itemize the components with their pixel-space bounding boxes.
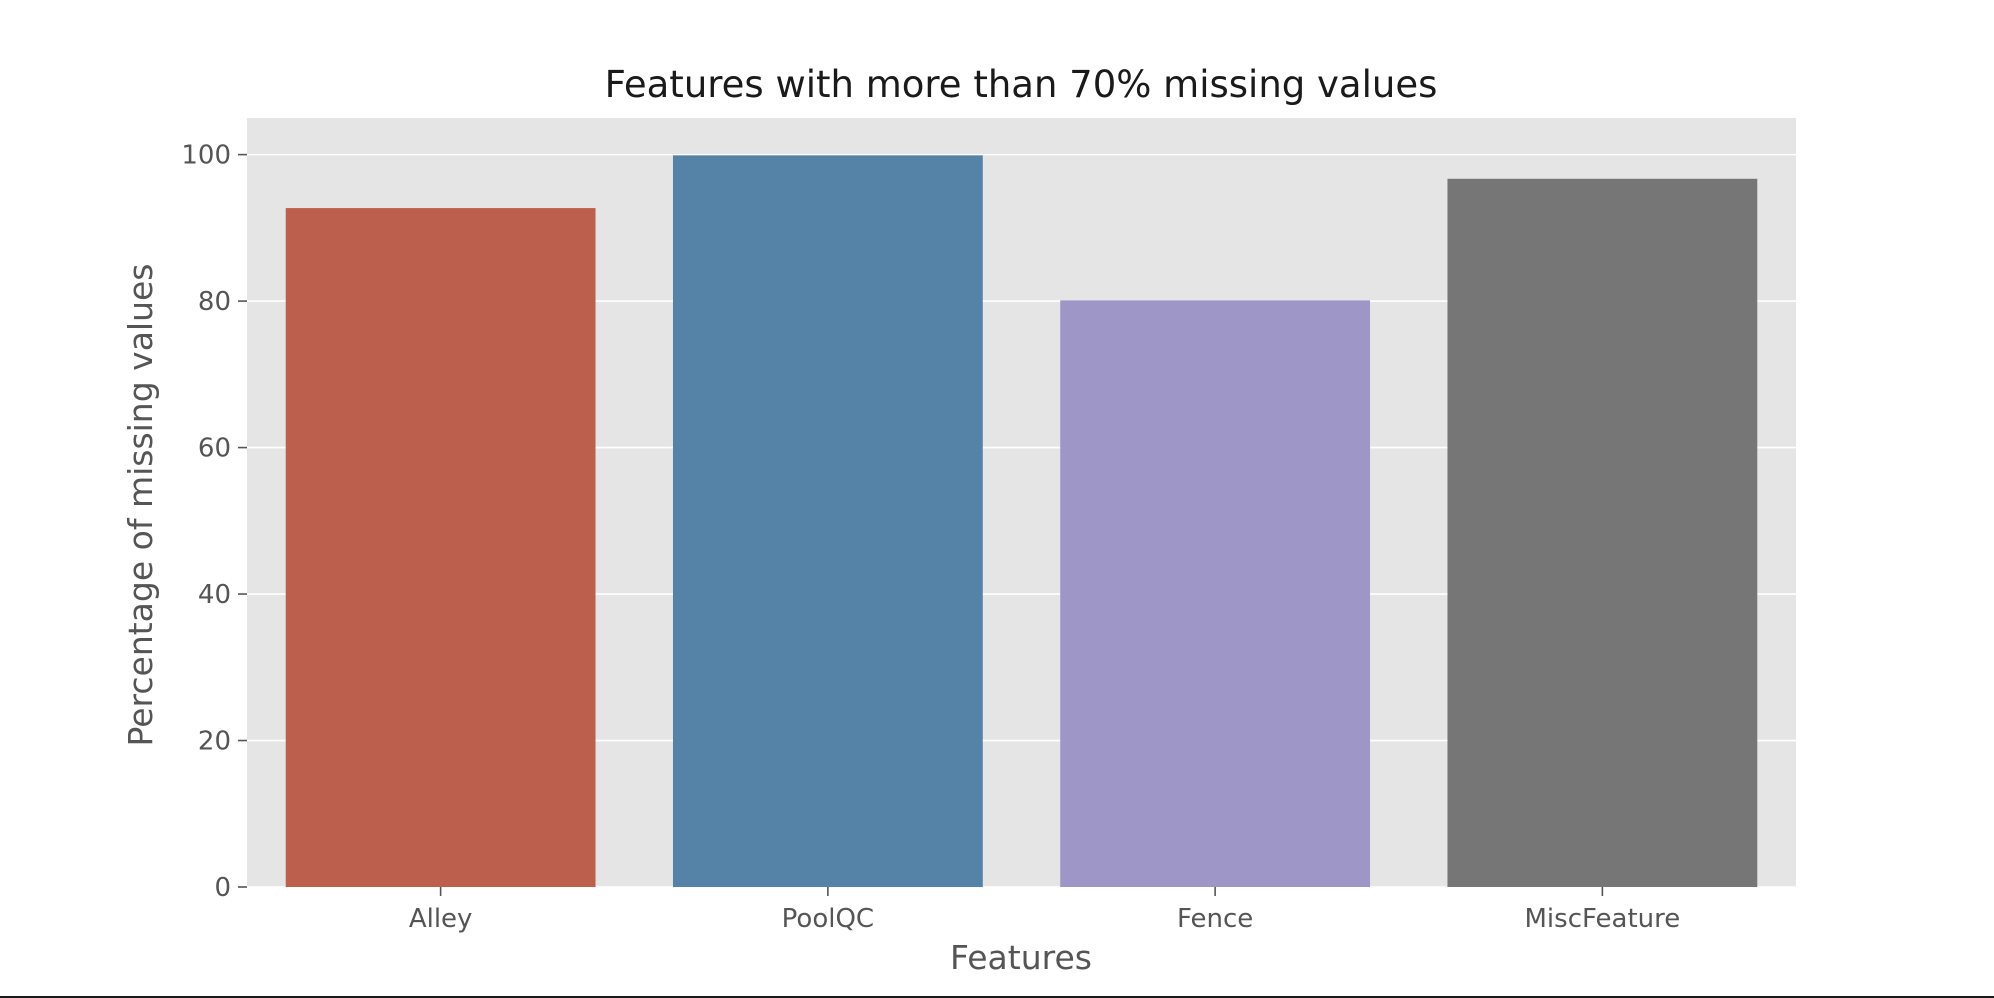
y-axis: 0 20 40 60 80 100 bbox=[181, 141, 247, 903]
y-tick-label: 80 bbox=[198, 287, 231, 317]
bar-miscfeature bbox=[1447, 178, 1758, 888]
y-tick-label: 0 bbox=[214, 873, 231, 903]
x-tick-label: Fence bbox=[1177, 904, 1253, 934]
y-tick-label: 20 bbox=[198, 727, 231, 757]
y-tick-label: 60 bbox=[198, 434, 231, 464]
y-tick-label: 40 bbox=[198, 580, 231, 610]
bottom-border bbox=[0, 996, 1994, 998]
bar-poolqc bbox=[672, 155, 983, 887]
x-axis: Alley PoolQC Fence MiscFeature bbox=[409, 887, 1680, 934]
chart-title: Features with more than 70% missing valu… bbox=[605, 63, 1438, 106]
bars bbox=[285, 155, 1758, 888]
bar-fence bbox=[1060, 300, 1371, 887]
x-axis-label: Features bbox=[950, 938, 1092, 977]
bar-alley bbox=[285, 208, 596, 887]
x-tick-label: MiscFeature bbox=[1525, 904, 1681, 934]
y-axis-label: Percentage of missing values bbox=[121, 264, 160, 747]
x-tick-label: Alley bbox=[409, 904, 473, 934]
y-tick-label: 100 bbox=[181, 141, 231, 171]
x-tick-label: PoolQC bbox=[782, 904, 874, 934]
